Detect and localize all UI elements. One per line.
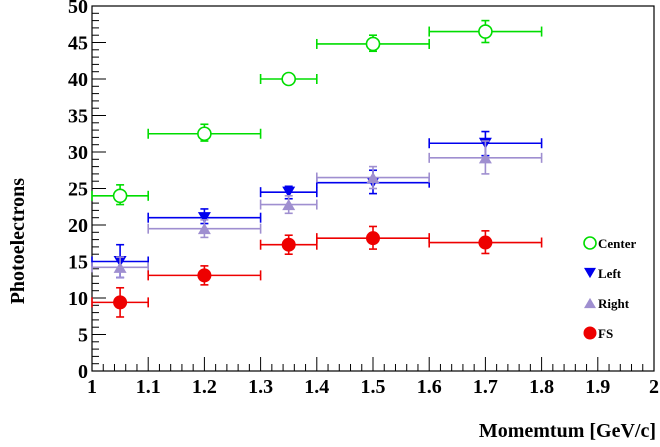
data-point [428,140,543,175]
legend-entry-center: Center [583,236,636,251]
data-marker [281,71,297,87]
legend-marker [583,326,597,340]
x-tick-label: 1.7 [473,376,498,398]
x-axis-title: Momemtum [GeV/c] [479,420,656,442]
x-tick-label: 1.9 [585,376,610,398]
data-point [428,230,543,255]
y-tick-label: 35 [68,106,88,128]
data-point [91,286,149,318]
legend: Center Left Right FS [583,236,636,341]
data-marker [478,152,492,164]
data-marker [282,199,296,211]
data-marker [113,295,128,310]
data-marker [113,261,127,273]
data-marker [366,172,380,184]
legend-label: Center [598,236,636,251]
legend-label: Right [598,296,630,311]
data-marker [281,237,296,252]
legend-label: Left [598,266,622,281]
data-marker [197,268,212,283]
y-tick-label: 5 [78,325,88,347]
x-tick-label: 1.3 [248,376,273,398]
series-right [91,140,543,279]
y-tick-label: 25 [68,179,88,201]
x-axis: 1 1.1 1.2 1.3 1.4 1.5 1.6 1.7 1.8 1.9 2 [87,357,659,398]
x-tick-label: 1.2 [192,376,217,398]
legend-marker [584,267,596,279]
y-tick-label: 30 [68,142,88,164]
data-marker [197,223,211,235]
legend-entry-left: Left [584,266,622,281]
y-tick-label: 15 [68,252,88,274]
series-fs [91,225,543,318]
data-point [91,184,149,206]
legend-entry-fs: FS [583,326,613,341]
data-point [259,71,318,87]
y-tick-label: 50 [68,0,88,18]
x-tick-label: 1.4 [304,376,329,398]
x-tick-label: 1.6 [417,376,442,398]
y-tick-label: 45 [68,33,88,55]
x-tick-label: 1.1 [136,376,161,398]
y-axis-title: Photoelectrons [7,178,29,304]
data-point [259,195,318,215]
data-point [428,19,543,44]
y-tick-label: 10 [68,288,88,310]
series-center [91,19,543,206]
x-tick-label: 1 [87,376,97,398]
data-marker [197,212,211,224]
legend-entry-right: Right [584,296,630,311]
data-marker [282,186,296,198]
data-marker [197,126,212,142]
data-point [147,123,262,142]
data-point [147,219,262,239]
data-marker [365,36,381,52]
legend-label: FS [598,326,613,341]
data-marker [478,235,493,250]
x-tick-label: 1.8 [529,376,554,398]
y-tick-label: 20 [68,215,88,237]
data-point [315,225,431,250]
data-point [147,265,262,286]
data-marker [366,231,380,246]
data-point [315,34,431,53]
data-point [315,165,431,190]
legend-marker [584,297,596,309]
data-point [259,234,318,255]
data-point [259,185,318,200]
data-point [91,256,149,279]
x-tick-label: 2 [649,376,659,398]
x-tick-label: 1.5 [361,376,386,398]
data-marker [112,188,128,204]
legend-marker [583,236,597,250]
series-layer [91,19,543,318]
y-tick-label: 0 [78,361,88,383]
y-tick-label: 40 [68,69,88,91]
y-axis: 0 5 10 15 20 25 30 35 40 45 50 [68,0,106,383]
data-marker [478,24,493,39]
